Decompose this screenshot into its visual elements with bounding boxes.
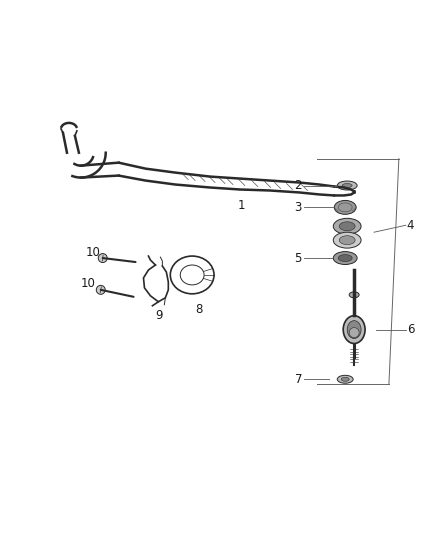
Text: 6: 6 [407, 323, 414, 336]
Text: 3: 3 [294, 201, 302, 214]
Ellipse shape [339, 222, 355, 231]
Text: 5: 5 [294, 252, 302, 264]
Ellipse shape [349, 292, 359, 298]
Text: 4: 4 [407, 219, 414, 232]
Ellipse shape [347, 321, 361, 338]
Ellipse shape [334, 200, 356, 214]
Ellipse shape [337, 181, 357, 190]
Ellipse shape [333, 252, 357, 264]
Text: 10: 10 [81, 277, 96, 290]
Text: 9: 9 [155, 309, 163, 322]
Ellipse shape [349, 328, 359, 337]
Ellipse shape [342, 183, 352, 188]
Text: 8: 8 [195, 303, 202, 316]
Ellipse shape [333, 232, 361, 248]
Ellipse shape [339, 236, 355, 245]
Circle shape [98, 254, 107, 263]
Text: 10: 10 [86, 246, 101, 259]
Ellipse shape [343, 316, 365, 343]
Text: 2: 2 [294, 179, 302, 192]
Ellipse shape [338, 255, 352, 262]
Ellipse shape [341, 377, 349, 381]
Circle shape [96, 285, 105, 294]
Text: 1: 1 [238, 199, 245, 212]
Text: 7: 7 [294, 373, 302, 386]
Ellipse shape [333, 219, 361, 234]
Ellipse shape [337, 375, 353, 383]
